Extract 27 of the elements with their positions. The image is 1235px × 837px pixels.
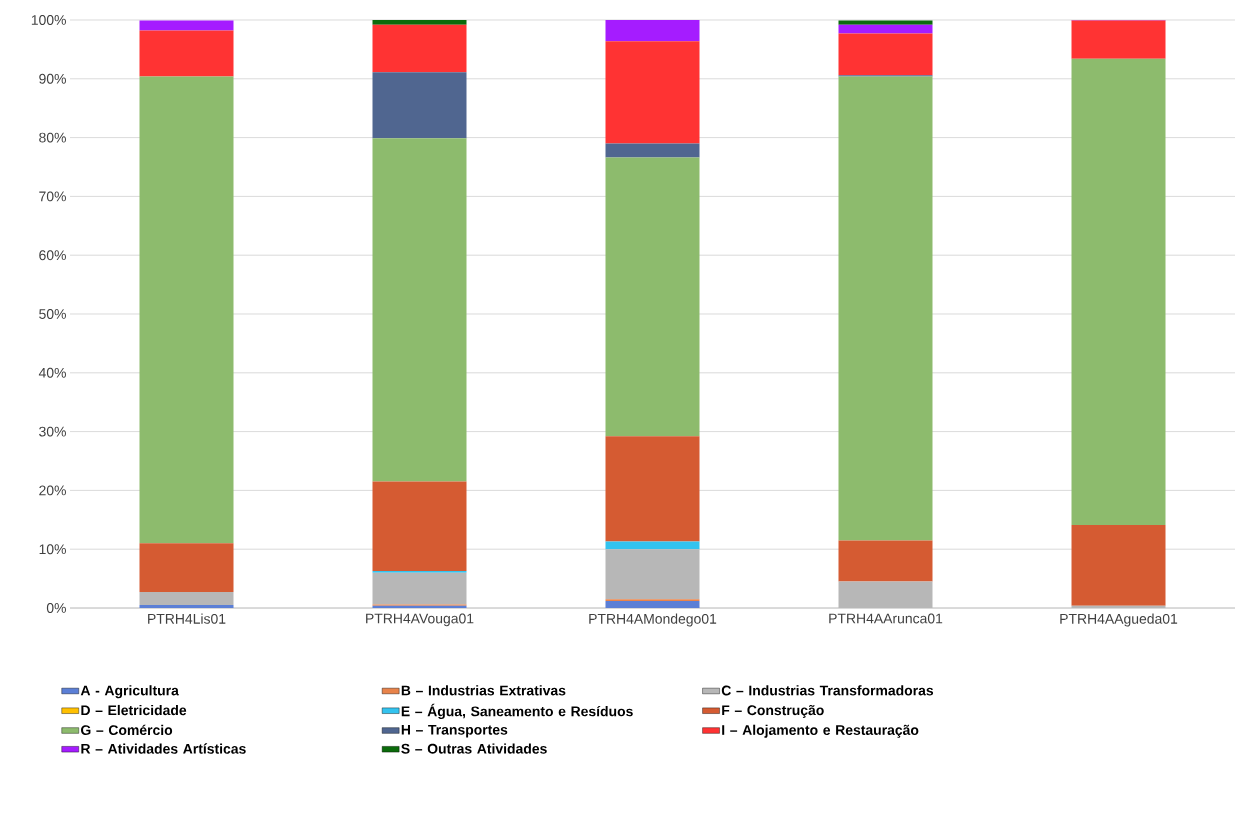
y-tick-label: 20% xyxy=(39,485,66,496)
legend-label: G – Comércio xyxy=(81,724,173,736)
y-tick-label: 30% xyxy=(39,426,66,437)
y-tick-label: 90% xyxy=(39,73,66,84)
y-tick-label: 100% xyxy=(31,15,66,25)
y-tick-label: 40% xyxy=(38,367,66,378)
x-tick-label: PTRH4AVouga01 xyxy=(366,613,474,627)
legend-label: C – Industrias Transformadoras xyxy=(721,685,934,696)
y-tick-label: 80% xyxy=(39,132,66,143)
x-tick-label: PTRH4Lis01 xyxy=(148,613,226,624)
x-tick-label: PTRH4AArunca01 xyxy=(829,613,943,624)
x-tick-label: PTRH4AAgueda01 xyxy=(1060,613,1178,627)
legend-label: R – Atividades Artísticas xyxy=(81,743,246,754)
legend-label: S – Outras Atividades xyxy=(401,743,547,754)
x-tick-label: PTRH4AMondego01 xyxy=(589,613,717,627)
legend-label: B – Industrias Extrativas xyxy=(401,685,566,696)
legend-label: E – Água, Saneamento e Resíduos xyxy=(401,703,633,720)
legend-label: F – Construção xyxy=(722,704,824,718)
y-tick-label: 60% xyxy=(39,250,66,261)
y-tick-label: 0% xyxy=(46,603,66,613)
y-tick-label: 50% xyxy=(39,309,66,319)
legend-label: D – Eletricidade xyxy=(81,704,187,716)
y-tick-label: 70% xyxy=(39,191,66,202)
y-tick-label: 10% xyxy=(39,544,66,555)
legend-label: A - Agricultura xyxy=(80,685,179,699)
legend-label: H – Transportes xyxy=(401,724,508,738)
legend-label: I – Alojamento e Restauração xyxy=(722,724,919,738)
